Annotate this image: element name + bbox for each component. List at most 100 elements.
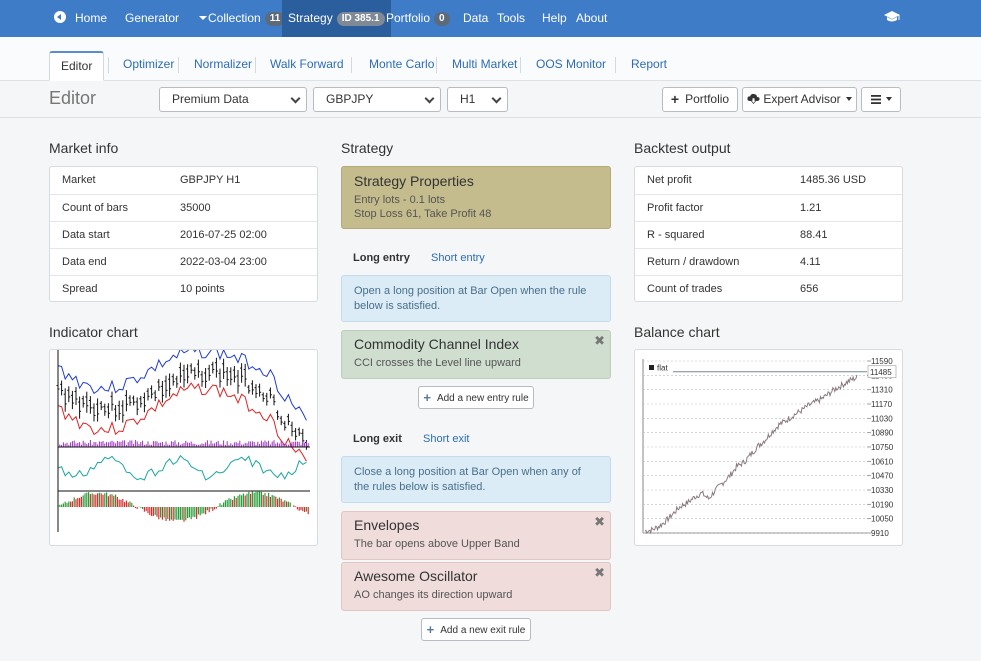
tab-separator	[436, 57, 437, 73]
entry-indicator-card[interactable]: Commodity Channel Index CCI crosses the …	[341, 330, 611, 379]
table-row: R - squared 88.41	[635, 221, 902, 248]
y-tick-label: 10330	[871, 486, 894, 495]
nav-generator[interactable]: Generator	[115, 0, 217, 37]
strategy-properties-title: Strategy Properties	[354, 173, 474, 189]
entry-info-box: Open a long position at Bar Open when th…	[341, 275, 611, 322]
tab-separator	[108, 57, 109, 73]
backtest-output-table: Net profit 1485.36 USD Profit factor 1.21 …	[634, 166, 903, 302]
tab-report[interactable]: Report	[631, 57, 668, 71]
plus-icon: +	[426, 622, 435, 637]
menu-button[interactable]	[861, 87, 901, 112]
tab-separator	[351, 57, 352, 73]
tab-oos-monitor[interactable]: OOS Monitor	[536, 57, 607, 71]
tab-multi-market[interactable]: Multi Market	[452, 57, 518, 71]
table-row: Spread 10 points	[50, 275, 317, 302]
nav-help[interactable]: Help	[542, 11, 567, 25]
close-icon[interactable]: ✖	[594, 514, 605, 529]
graduation-cap-icon[interactable]	[884, 0, 900, 37]
market-info-table: Market GBPJPY H1 Count of bars 35000 Data …	[49, 166, 318, 302]
tab-short-exit[interactable]: Short exit	[423, 433, 470, 445]
table-row: Data end 2022-03-04 23:00	[50, 248, 317, 275]
indicator-chart-canvas	[56, 345, 310, 532]
indicator-rule: AO changes its direction upward	[354, 589, 513, 601]
plus-icon: +	[670, 91, 680, 107]
y-tick-label: 11170	[871, 400, 893, 409]
indicator-name: Awesome Oscillator	[354, 568, 478, 584]
balance-chart-canvas: 1159011450113101117011030108901075010610…	[642, 357, 897, 538]
page-title: Editor	[49, 88, 97, 108]
close-icon[interactable]: ✖	[594, 565, 605, 580]
exit-indicator-card[interactable]: Envelopes The bar opens above Upper Band…	[341, 511, 611, 560]
tab-monte-carlo[interactable]: Monte Carlo	[369, 57, 435, 71]
balance-chart[interactable]: 1159011450113101117011030108901075010610…	[634, 349, 903, 546]
sub-tabs-bar: Editor Optimizer Normalizer Walk Forward…	[0, 37, 981, 81]
legend-swatch	[649, 365, 654, 370]
chevron-down-icon	[845, 97, 852, 101]
strategy-properties-card[interactable]: Strategy Properties Entry lots - 0.1 lot…	[341, 166, 611, 229]
strategy-id-badge: ID 385.1	[336, 12, 385, 26]
period-select[interactable]: H1	[447, 87, 508, 112]
flat-value-label: 11485	[870, 368, 892, 377]
y-tick-label: 10190	[871, 500, 894, 509]
cci-line	[57, 454, 307, 481]
backtest-output-title: Backtest output	[634, 140, 731, 156]
nav-about[interactable]: About	[576, 11, 608, 25]
entry-lots-text: Entry lots - 0.1 lots	[354, 194, 446, 206]
y-tick-label: 11310	[871, 386, 893, 395]
tab-optimizer[interactable]: Optimizer	[123, 57, 175, 71]
y-tick-label: 11030	[871, 414, 893, 423]
tab-separator	[520, 57, 521, 73]
nav-tools[interactable]: Tools	[497, 11, 526, 25]
tab-short-entry[interactable]: Short entry	[431, 252, 485, 264]
tab-editor[interactable]: Editor	[49, 51, 105, 81]
upper-band-line	[57, 345, 307, 421]
lower-band-line	[57, 382, 307, 462]
cloud-download-icon	[747, 93, 760, 104]
table-row: Net profit 1485.36 USD	[647, 174, 867, 186]
nav-strategy[interactable]: Strategy ID 385.1	[282, 0, 391, 37]
indicator-chart[interactable]	[49, 345, 318, 546]
add-to-portfolio-button[interactable]: + Portfolio	[662, 87, 738, 112]
indicator-rule: CCI crosses the Level line upward	[354, 357, 521, 369]
tab-long-entry[interactable]: Long entry	[353, 252, 410, 264]
chevron-down-icon	[199, 16, 208, 20]
tab-normalizer[interactable]: Normalizer	[194, 57, 253, 71]
exit-indicator-card[interactable]: Awesome Oscillator AO changes its direct…	[341, 562, 611, 611]
balance-line	[644, 374, 858, 535]
table-row: Return / drawdown 4.11	[635, 248, 902, 275]
y-tick-label: 10610	[871, 457, 894, 466]
tab-separator	[178, 57, 179, 73]
nav-collection[interactable]: Collection 11	[208, 0, 286, 37]
flat-value-box	[867, 365, 897, 379]
plus-icon: +	[423, 390, 431, 405]
y-tick-label: 10050	[871, 515, 894, 524]
indicator-name: Commodity Channel Index	[354, 336, 519, 352]
y-tick-label: 9910	[871, 529, 889, 538]
data-source-select[interactable]: Premium Data	[159, 87, 307, 112]
menu-icon	[870, 95, 881, 104]
nav-portfolio[interactable]: Portfolio 0	[386, 0, 450, 37]
top-navbar: Home Generator Collection 11 Strategy ID 3…	[0, 0, 981, 37]
table-row: Data start 2016-07-25 02:00	[50, 221, 317, 248]
tab-long-exit[interactable]: Long exit	[353, 433, 402, 445]
chevron-down-icon	[290, 93, 301, 104]
table-row: Market GBPJPY H1	[62, 174, 241, 186]
expert-advisor-button[interactable]: Expert Advisor	[742, 87, 857, 112]
nav-home[interactable]: Home	[54, 0, 107, 37]
add-exit-rule-button[interactable]: + Add a new exit rule	[421, 618, 531, 641]
symbol-select[interactable]: GBPJPY	[313, 87, 441, 112]
strategy-title: Strategy	[341, 140, 394, 156]
home-icon	[54, 11, 66, 23]
indicator-rule: The bar opens above Upper Band	[354, 538, 520, 550]
nav-data[interactable]: Data	[463, 11, 489, 25]
table-row: Count of trades 656	[635, 275, 902, 302]
portfolio-count-badge: 0	[434, 12, 450, 26]
legend-label: flat	[657, 364, 668, 373]
balance-chart-title: Balance chart	[634, 324, 720, 340]
add-entry-rule-button[interactable]: + Add a new entry rule	[418, 386, 534, 409]
table-row: Profit factor 1.21	[635, 194, 902, 221]
tab-walk-forward[interactable]: Walk Forward	[270, 57, 344, 71]
close-icon[interactable]: ✖	[594, 333, 605, 348]
collection-count-badge: 11	[264, 12, 286, 26]
chevron-down-icon	[885, 97, 892, 101]
